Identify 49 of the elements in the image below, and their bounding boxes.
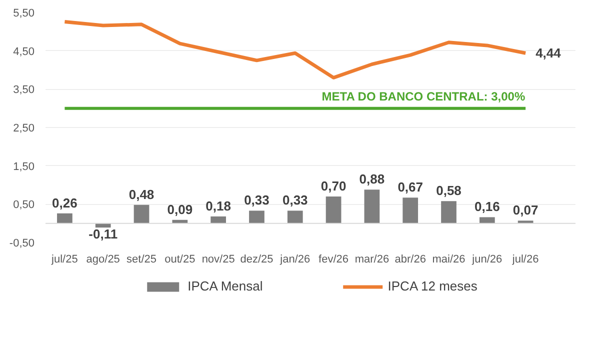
data-label: 0,48 [128, 186, 154, 202]
x-tick-label: jul/26 [511, 254, 539, 266]
x-tick-label: jul/25 [50, 254, 78, 266]
bar [518, 220, 534, 224]
x-tick-label: mai/26 [432, 254, 466, 266]
y-tick-label: 2,50 [13, 122, 35, 134]
x-tick-label: fev/26 [318, 254, 349, 266]
data-label: 0,33 [282, 192, 308, 208]
bar [57, 213, 72, 224]
data-label: 4,44 [536, 46, 562, 61]
data-label: 0,16 [474, 199, 500, 214]
data-label: 0,07 [512, 202, 538, 218]
bar [326, 196, 342, 224]
y-tick-label: 4,50 [13, 46, 35, 58]
bar [249, 210, 264, 224]
bar [479, 217, 495, 224]
x-tick-label: dez/25 [240, 254, 274, 266]
data-label: 0,33 [244, 192, 270, 208]
data-label: 0,09 [167, 202, 193, 217]
legend-label: IPCA Mensal [188, 278, 263, 294]
data-label: 0,26 [52, 195, 78, 210]
bar [402, 198, 418, 224]
data-label: 0,70 [320, 178, 346, 194]
bar [364, 190, 380, 224]
line-series [62, 20, 528, 80]
ref-line-label: META DO BANCO CENTRAL: 3,00% [322, 89, 526, 104]
x-tick-label: out/25 [164, 254, 196, 266]
data-label: 0,67 [398, 180, 424, 195]
x-tick-label: jan/26 [279, 254, 310, 266]
x-tick-label: nov/25 [202, 254, 235, 266]
data-label: 0,58 [436, 183, 462, 198]
x-tick-label: abr/26 [394, 254, 426, 266]
data-label: 0,88 [359, 172, 385, 187]
y-tick-label: 1,50 [13, 160, 35, 173]
x-tick-label: mar/26 [354, 254, 390, 266]
bar [134, 204, 150, 224]
bar [441, 201, 456, 224]
y-tick-label: -0,50 [9, 238, 35, 250]
x-tick-label: ago/25 [86, 254, 120, 266]
y-tick-label: 0,50 [13, 199, 35, 212]
bar [210, 216, 226, 224]
x-tick-label: jun/26 [471, 254, 502, 266]
y-tick-label: 5,50 [13, 8, 35, 20]
y-tick-label: 3,50 [13, 84, 35, 96]
bar [287, 210, 303, 224]
x-tick-label: set/25 [126, 254, 156, 266]
data-label: -0,11 [88, 226, 118, 242]
data-label: 0,18 [206, 198, 231, 214]
legend-label: IPCA 12 meses [388, 278, 478, 294]
